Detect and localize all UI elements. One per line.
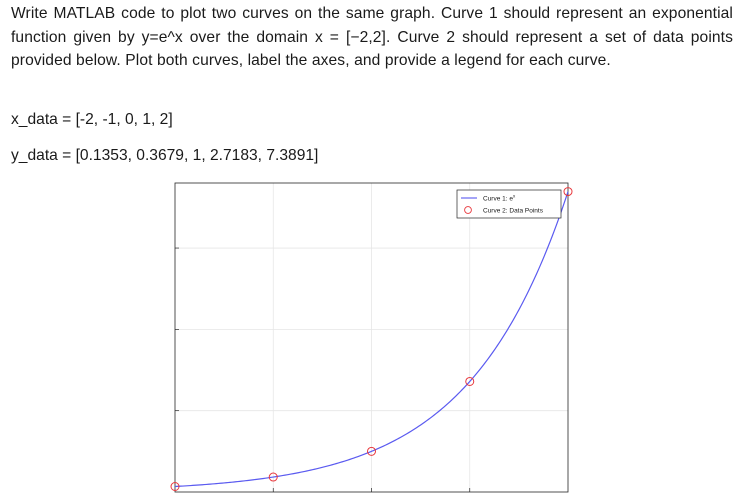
legend-curve-1-text: Curve 1: e: [483, 196, 513, 203]
data-point-marker: [268, 472, 278, 482]
x-data-line: x_data = [-2, -1, 0, 1, 2]: [11, 111, 173, 128]
data-point-marker: [170, 481, 180, 491]
data-point-marker: [367, 446, 376, 456]
grid-lines: [175, 183, 568, 492]
legend: Curve 1: ex Curve 2: Data Points: [456, 189, 562, 219]
legend-box: [456, 189, 562, 219]
legend-curve-2-label: Curve 2: Data Points: [483, 208, 544, 215]
question-paragraph-text: Write MATLAB code to plot two curves on …: [11, 5, 733, 69]
question-paragraph: Write MATLAB code to plot two curves on …: [11, 2, 733, 73]
y-data-line: y_data = [0.1353, 0.3679, 1, 2.7183, 7.3…: [11, 147, 319, 164]
legend-curve-1-sup: x: [513, 194, 516, 199]
legend-curve-1-label: Curve 1: ex: [483, 194, 516, 203]
data-point-marker: [563, 187, 573, 197]
data-point-marker: [465, 376, 475, 386]
axis-ticks: [175, 247, 471, 492]
curve-1-line: [174, 191, 569, 488]
legend-curve-2-swatch: [464, 206, 472, 214]
curve-2-markers: [170, 187, 573, 491]
